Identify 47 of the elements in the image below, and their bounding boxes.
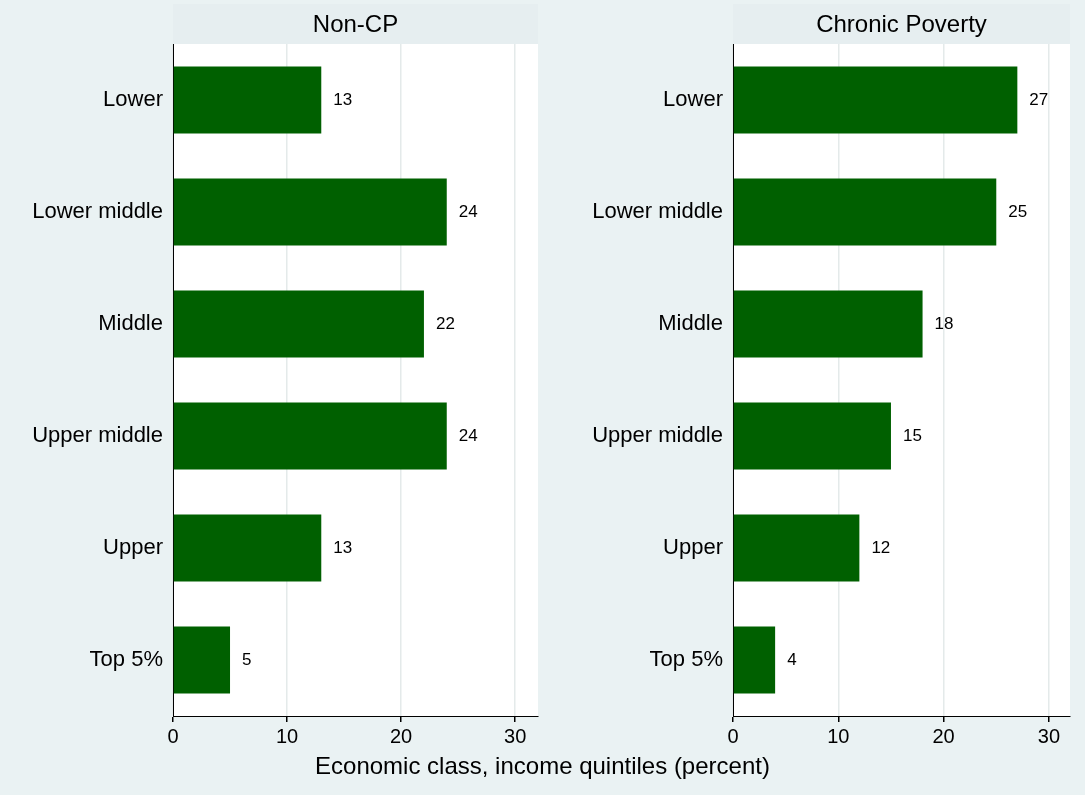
data-label: 15 — [902, 425, 922, 445]
data-label: 5 — [242, 649, 252, 669]
data-label: 24 — [458, 425, 478, 445]
bar — [733, 290, 923, 358]
data-label: 4 — [787, 649, 797, 669]
data-label: 13 — [333, 537, 353, 557]
data-label: 24 — [458, 201, 478, 221]
y-tick-label: Top 5% — [89, 646, 163, 672]
bar — [733, 178, 997, 246]
bar — [733, 402, 891, 470]
x-tick-label: 20 — [932, 724, 955, 747]
data-label: 22 — [435, 313, 455, 333]
bar — [733, 514, 860, 582]
x-tick-label: 10 — [827, 724, 850, 747]
y-tick-label: Lower — [103, 86, 163, 112]
bar — [173, 514, 322, 582]
data-label: 25 — [1008, 201, 1028, 221]
x-tick-label: 10 — [275, 724, 299, 747]
y-tick-label: Middle — [98, 310, 163, 336]
bar — [173, 290, 424, 358]
y-tick-label: Lower middle — [592, 198, 723, 224]
x-tick-label: 0 — [167, 724, 179, 747]
bar — [173, 626, 231, 694]
bar — [173, 66, 322, 134]
x-tick-label: 30 — [1037, 724, 1061, 747]
x-axis-title: Economic class, income quintiles (percent) — [314, 752, 771, 780]
bar — [733, 66, 1018, 134]
y-tick-label: Top 5% — [649, 646, 723, 672]
data-label: 12 — [871, 537, 891, 557]
bar — [733, 626, 776, 694]
y-tick-label: Upper middle — [592, 422, 723, 448]
x-tick-label: 20 — [390, 724, 413, 747]
y-tick-label: Upper middle — [32, 422, 163, 448]
y-tick-label: Upper — [103, 534, 163, 560]
data-label: 27 — [1029, 89, 1049, 109]
chart-title: Chronic Poverty — [816, 9, 987, 37]
y-tick-label: Lower — [663, 86, 723, 112]
bar — [173, 402, 447, 470]
y-tick-label: Upper — [663, 534, 723, 560]
y-tick-label: Middle — [658, 310, 723, 336]
data-label: 13 — [333, 89, 353, 109]
bar — [173, 178, 447, 246]
data-label: 18 — [934, 313, 954, 333]
chart-title: Non-CP — [312, 9, 399, 37]
x-tick-label: 30 — [504, 724, 527, 747]
y-tick-label: Lower middle — [32, 198, 163, 224]
x-tick-label: 0 — [727, 724, 739, 747]
